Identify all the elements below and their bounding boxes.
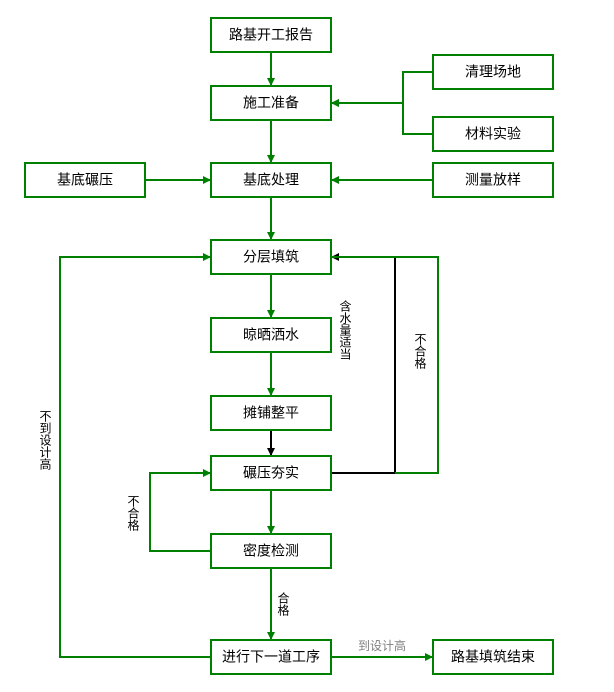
node-label-n7: 测量放样 <box>465 172 521 188</box>
node-n1: 路基开工报告 <box>211 18 331 52</box>
node-n11: 碾压夯实 <box>211 456 331 490</box>
node-label-n1: 路基开工报告 <box>229 27 313 43</box>
node-label-n11: 碾压夯实 <box>243 465 299 481</box>
node-label-n4: 材料实验 <box>465 126 521 142</box>
edge-12 <box>331 257 395 473</box>
node-n12: 密度检测 <box>211 534 331 568</box>
node-label-n9: 晾晒洒水 <box>243 327 299 343</box>
node-n3: 清理场地 <box>433 55 553 89</box>
edge-label-12: 含水量适当 <box>338 299 352 360</box>
node-n6: 基底处理 <box>211 163 331 197</box>
node-n4: 材料实验 <box>433 117 553 151</box>
nodes-layer: 路基开工报告施工准备 清理场地材料实验基底碾压 基底处理 测量放样分层填筑晾晒洒水摊铺… <box>25 18 553 674</box>
node-n7: 测量放样 <box>433 163 553 197</box>
node-label-n12: 密度检测 <box>243 543 299 559</box>
edge-label-11: 合格 <box>276 591 290 616</box>
node-n9: 晾晒洒水 <box>211 318 331 352</box>
edge-label-15: 不到设计高 <box>38 410 52 471</box>
edge-2 <box>331 72 433 103</box>
node-n14: 路基填筑结束 <box>433 640 553 674</box>
node-label-n5: 基底碾压 <box>57 172 113 188</box>
node-label-n8: 分层填筑 <box>243 249 299 265</box>
node-n10: 摊铺整平 <box>211 396 331 430</box>
node-label-n14: 路基填筑结束 <box>451 649 535 665</box>
node-label-n2: 施工准备 <box>243 95 299 111</box>
node-label-n10: 摊铺整平 <box>243 405 299 421</box>
edge-3 <box>331 103 433 134</box>
node-n2: 施工准备 <box>211 86 331 120</box>
edge-label-14: 不合格 <box>126 495 140 531</box>
node-label-n6: 基底处理 <box>243 172 299 188</box>
edge-14 <box>150 473 211 551</box>
edge-label-16: 到设计高 <box>358 638 406 653</box>
node-n5: 基底碾压 <box>25 163 145 197</box>
node-label-n3: 清理场地 <box>465 64 521 80</box>
node-label-n13: 进行下一道工序 <box>222 649 320 665</box>
node-n8: 分层填筑 <box>211 240 331 274</box>
node-n13: 进行下一道工序 <box>211 640 331 674</box>
edge-15 <box>60 257 211 657</box>
edge-label-13: 不合格 <box>413 333 427 369</box>
